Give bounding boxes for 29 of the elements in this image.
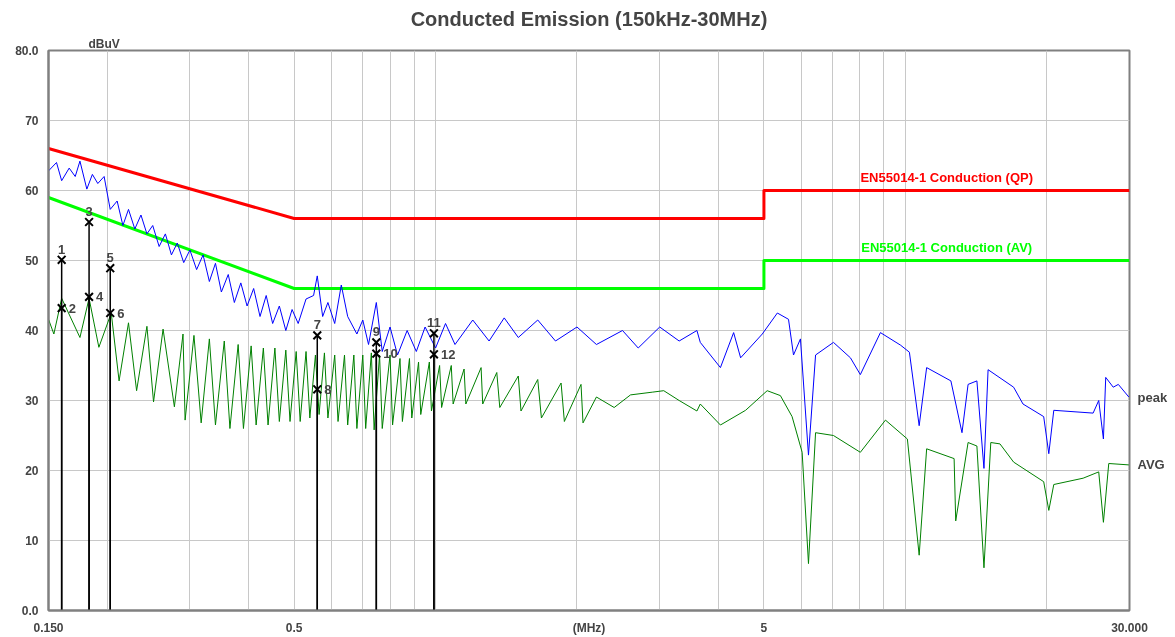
y-tick-label: 20 <box>25 464 39 478</box>
annotation: 12 <box>440 346 456 362</box>
series-label: peak <box>1137 389 1168 405</box>
x-tick-label: 30.000 <box>1111 620 1149 635</box>
y-tick-label: 10 <box>25 534 39 548</box>
series-label: EN55014-1 Conduction (QP) <box>860 169 1034 185</box>
y-tick-label: 0.0 <box>21 604 39 618</box>
annotation: 9 <box>372 324 380 340</box>
annotation: 4 <box>96 289 105 305</box>
annotation: 1 <box>58 241 66 257</box>
y-axis-title: dBuV <box>88 36 120 51</box>
x-tick-label: 5 <box>760 620 768 635</box>
series-label: EN55014-1 Conduction (AV) <box>861 239 1033 255</box>
x-tick-label: 0.5 <box>285 620 303 635</box>
annotation: 5 <box>106 250 114 266</box>
annotation: 11 <box>427 315 441 331</box>
annotation: 2 <box>68 300 76 316</box>
chart-title: Conducted Emission (150kHz-30MHz) <box>410 7 768 30</box>
annotation: 7 <box>313 317 321 333</box>
x-tick-label: 0.150 <box>33 620 64 635</box>
y-tick-label: 30 <box>25 394 39 408</box>
series-label: AVG <box>1137 457 1165 473</box>
y-tick-label: 60 <box>25 184 39 198</box>
y-tick-label: 50 <box>25 254 39 268</box>
x-axis-title: (MHz) <box>572 620 606 635</box>
y-tick-label: 70 <box>25 114 39 128</box>
y-tick-label: 80.0 <box>15 44 39 58</box>
annotation: 6 <box>117 305 125 321</box>
y-tick-label: 40 <box>25 324 39 338</box>
